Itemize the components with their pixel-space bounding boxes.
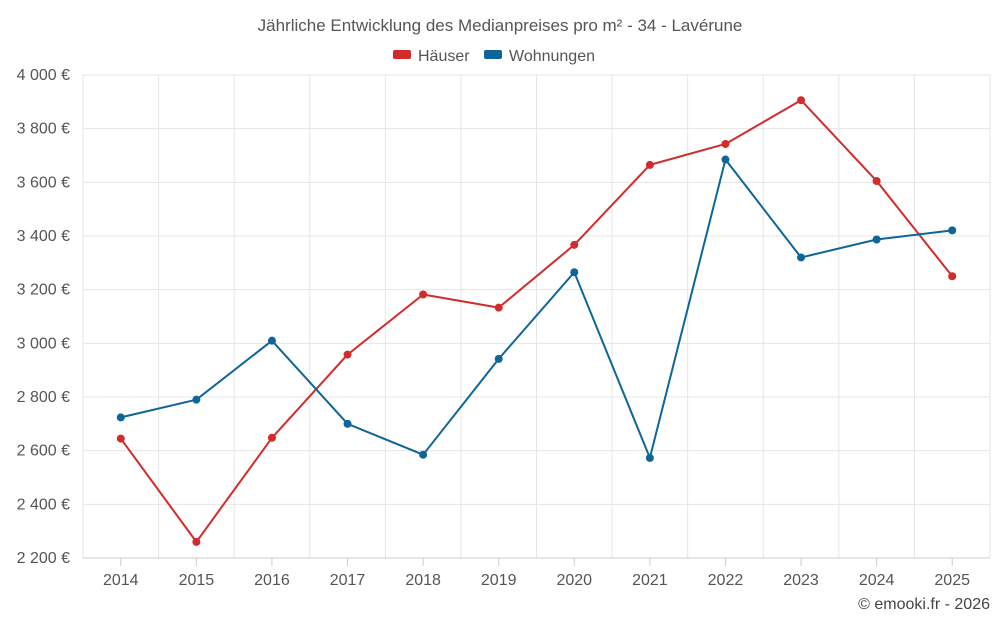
y-tick-label: 2 600 €	[17, 443, 70, 460]
legend-swatch-haeuser	[393, 50, 411, 59]
series-line-haeuser	[119, 99, 953, 543]
data-point-wohnungen-2015[interactable]	[192, 395, 201, 404]
legend-label-wohnungen[interactable]: Wohnungen	[509, 48, 595, 65]
chart-title: Jährliche Entwicklung des Medianpreises …	[258, 16, 743, 35]
x-tick-label: 2020	[556, 572, 592, 589]
x-tick-label: 2015	[179, 572, 215, 589]
x-tick-label: 2025	[934, 572, 970, 589]
data-point-wohnungen-2020[interactable]	[570, 268, 579, 277]
data-point-wohnungen-2018[interactable]	[419, 450, 428, 459]
series-line-wohnungen	[120, 158, 953, 459]
x-tick-label: 2014	[103, 572, 139, 589]
data-point-haeuser-2015[interactable]	[192, 537, 201, 546]
data-point-haeuser-2017[interactable]	[343, 350, 352, 359]
y-tick-label: 2 200 €	[17, 550, 70, 567]
data-point-haeuser-2014[interactable]	[116, 434, 125, 443]
data-point-wohnungen-2017[interactable]	[343, 419, 352, 428]
data-point-wohnungen-2016[interactable]	[267, 336, 276, 345]
y-tick-label: 2 400 €	[17, 496, 70, 513]
y-tick-label: 2 800 €	[17, 389, 70, 406]
x-tick-label: 2019	[481, 572, 517, 589]
x-tick-label: 2024	[859, 572, 895, 589]
grid	[82, 74, 991, 559]
y-tick-label: 3 200 €	[17, 282, 70, 299]
data-point-haeuser-2018[interactable]	[419, 290, 428, 299]
data-point-haeuser-2016[interactable]	[267, 433, 276, 442]
x-tick-label: 2017	[330, 572, 366, 589]
data-point-wohnungen-2023[interactable]	[797, 253, 806, 262]
legend: Häuser Wohnungen	[393, 48, 595, 65]
x-tick-label: 2022	[708, 572, 744, 589]
data-point-haeuser-2021[interactable]	[645, 160, 654, 169]
y-tick-label: 4 000 €	[17, 67, 70, 84]
x-tick-label: 2021	[632, 572, 668, 589]
credit-text: © emooki.fr - 2026	[858, 596, 990, 613]
data-point-haeuser-2020[interactable]	[570, 240, 579, 249]
x-tick-label: 2023	[783, 572, 819, 589]
data-point-wohnungen-2014[interactable]	[116, 413, 125, 422]
data-point-haeuser-2019[interactable]	[494, 303, 503, 312]
data-point-wohnungen-2019[interactable]	[494, 354, 503, 363]
data-point-haeuser-2022[interactable]	[721, 139, 730, 148]
legend-swatch-wohnungen	[484, 50, 502, 59]
y-tick-label: 3 400 €	[17, 228, 70, 245]
data-point-wohnungen-2022[interactable]	[721, 155, 730, 164]
data-point-wohnungen-2021[interactable]	[645, 453, 654, 462]
x-tick-label: 2016	[254, 572, 290, 589]
data-point-wohnungen-2024[interactable]	[872, 235, 881, 244]
series	[116, 96, 957, 546]
y-tick-label: 3 000 €	[17, 335, 70, 352]
data-point-wohnungen-2025[interactable]	[948, 226, 957, 235]
y-tick-label: 3 800 €	[17, 121, 70, 138]
x-tick-label: 2018	[405, 572, 441, 589]
y-tick-label: 3 600 €	[17, 174, 70, 191]
axes: 2 200 € 2 400 € 2 600 € 2 800 € 3 000 € 3 200…	[17, 67, 990, 589]
data-point-haeuser-2025[interactable]	[948, 272, 957, 281]
legend-label-haeuser[interactable]: Häuser	[418, 48, 470, 65]
data-point-haeuser-2024[interactable]	[872, 176, 881, 185]
data-point-haeuser-2023[interactable]	[797, 96, 806, 105]
